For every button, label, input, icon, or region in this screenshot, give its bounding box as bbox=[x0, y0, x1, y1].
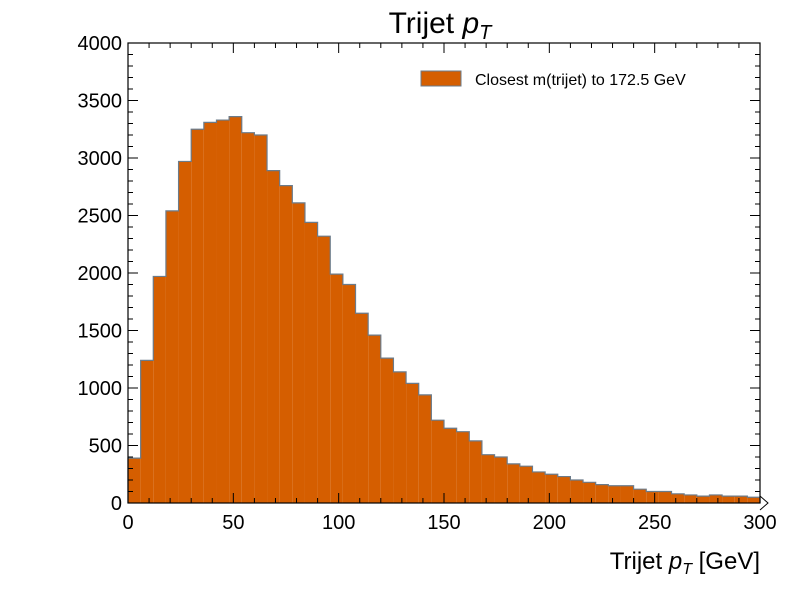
histogram-bar bbox=[178, 161, 192, 503]
histogram-bar bbox=[292, 202, 305, 503]
histogram-bar bbox=[229, 116, 242, 503]
title-text: Trijet bbox=[389, 7, 463, 40]
histogram-bar bbox=[304, 222, 318, 503]
histogram-bar bbox=[747, 497, 760, 503]
x-tick-label: 200 bbox=[533, 512, 566, 534]
xlabel-suffix: [GeV] bbox=[692, 548, 760, 575]
histogram-bar bbox=[583, 482, 596, 503]
y-tick-label: 1000 bbox=[78, 378, 123, 400]
histogram-bar bbox=[709, 494, 723, 503]
histogram-bar bbox=[545, 474, 558, 503]
x-tick-label: 0 bbox=[122, 512, 133, 534]
y-tick-label: 1500 bbox=[78, 321, 123, 343]
histogram-bar bbox=[481, 454, 495, 503]
histogram-bar bbox=[658, 491, 672, 503]
y-axis-ticks: 0 500 1000 1500 2000 2500 3000 3500 4000 bbox=[78, 33, 760, 515]
histogram-bar bbox=[570, 480, 584, 503]
histogram-bar bbox=[140, 360, 154, 503]
histogram-bar bbox=[418, 394, 432, 503]
histogram-bar bbox=[279, 185, 293, 503]
histogram-bar bbox=[469, 440, 482, 503]
histogram-bar bbox=[456, 431, 470, 503]
histogram-bar bbox=[722, 496, 735, 503]
y-tick-label: 2000 bbox=[78, 263, 123, 285]
xlabel-text: Trijet bbox=[610, 548, 669, 575]
x-axis-label: Trijet pT [GeV] bbox=[610, 548, 760, 578]
histogram-bar bbox=[393, 371, 407, 503]
title-sub: T bbox=[479, 22, 493, 44]
histogram-bars bbox=[127, 116, 761, 504]
histogram-bar bbox=[507, 463, 520, 503]
y-tick-label: 2500 bbox=[78, 206, 123, 228]
x-tick-label: 100 bbox=[322, 512, 355, 534]
histogram-bar bbox=[734, 496, 748, 503]
histogram-outline bbox=[127, 116, 761, 503]
y-tick-label: 3500 bbox=[78, 91, 123, 113]
histogram-bar bbox=[620, 485, 634, 503]
histogram-bar bbox=[342, 284, 356, 503]
y-tick-label: 0 bbox=[111, 493, 122, 515]
y-tick-label: 500 bbox=[89, 436, 122, 458]
histogram-bar bbox=[267, 170, 280, 503]
histogram-bar bbox=[595, 484, 609, 503]
histogram-bar bbox=[431, 420, 444, 503]
histogram-bar bbox=[696, 496, 710, 503]
legend: Closest m(trijet) to 172.5 GeV bbox=[420, 70, 686, 89]
y-tick-label: 3000 bbox=[78, 148, 123, 170]
xlabel-var: p bbox=[668, 548, 682, 575]
histogram-bar bbox=[532, 471, 546, 503]
x-tick-label: 250 bbox=[638, 512, 671, 534]
histogram-bar bbox=[444, 428, 457, 503]
x-axis-ticks: 0 50 100 150 200 250 300 bbox=[122, 43, 777, 534]
plot-frame bbox=[127, 42, 761, 504]
histogram-bar bbox=[355, 313, 369, 503]
histogram-bar bbox=[633, 489, 647, 503]
x-tick-label: 300 bbox=[743, 512, 776, 534]
histogram-bar bbox=[519, 466, 533, 503]
histogram-bar bbox=[494, 457, 508, 503]
title-var: p bbox=[461, 7, 479, 40]
y-tick-label: 4000 bbox=[78, 33, 123, 55]
x-tick-label: 50 bbox=[222, 512, 244, 534]
histogram-bar bbox=[216, 120, 230, 504]
histogram-bar bbox=[330, 274, 343, 503]
histogram-bar bbox=[254, 135, 268, 503]
histogram-bar bbox=[380, 358, 394, 503]
legend-swatch bbox=[420, 70, 462, 87]
histogram-bar bbox=[153, 276, 166, 503]
histogram-bar bbox=[684, 494, 697, 503]
histogram-bar bbox=[317, 236, 331, 503]
histogram-bar bbox=[368, 335, 381, 503]
histogram-bar bbox=[646, 491, 659, 503]
chart-title: Trijet pT bbox=[389, 7, 494, 44]
histogram-bar bbox=[191, 129, 204, 503]
x-axis-arrow bbox=[759, 495, 769, 511]
histogram-bar bbox=[203, 122, 217, 503]
histogram-bar bbox=[608, 485, 621, 503]
xlabel-sub: T bbox=[682, 561, 693, 578]
x-tick-label: 150 bbox=[427, 512, 460, 534]
histogram-bar bbox=[241, 132, 255, 503]
histogram-bar bbox=[671, 493, 685, 503]
histogram-bar bbox=[128, 458, 141, 503]
histogram-bar bbox=[165, 210, 179, 503]
histogram-bar bbox=[557, 476, 571, 503]
legend-label: Closest m(trijet) to 172.5 GeV bbox=[475, 72, 686, 89]
histogram-bar bbox=[406, 383, 419, 503]
